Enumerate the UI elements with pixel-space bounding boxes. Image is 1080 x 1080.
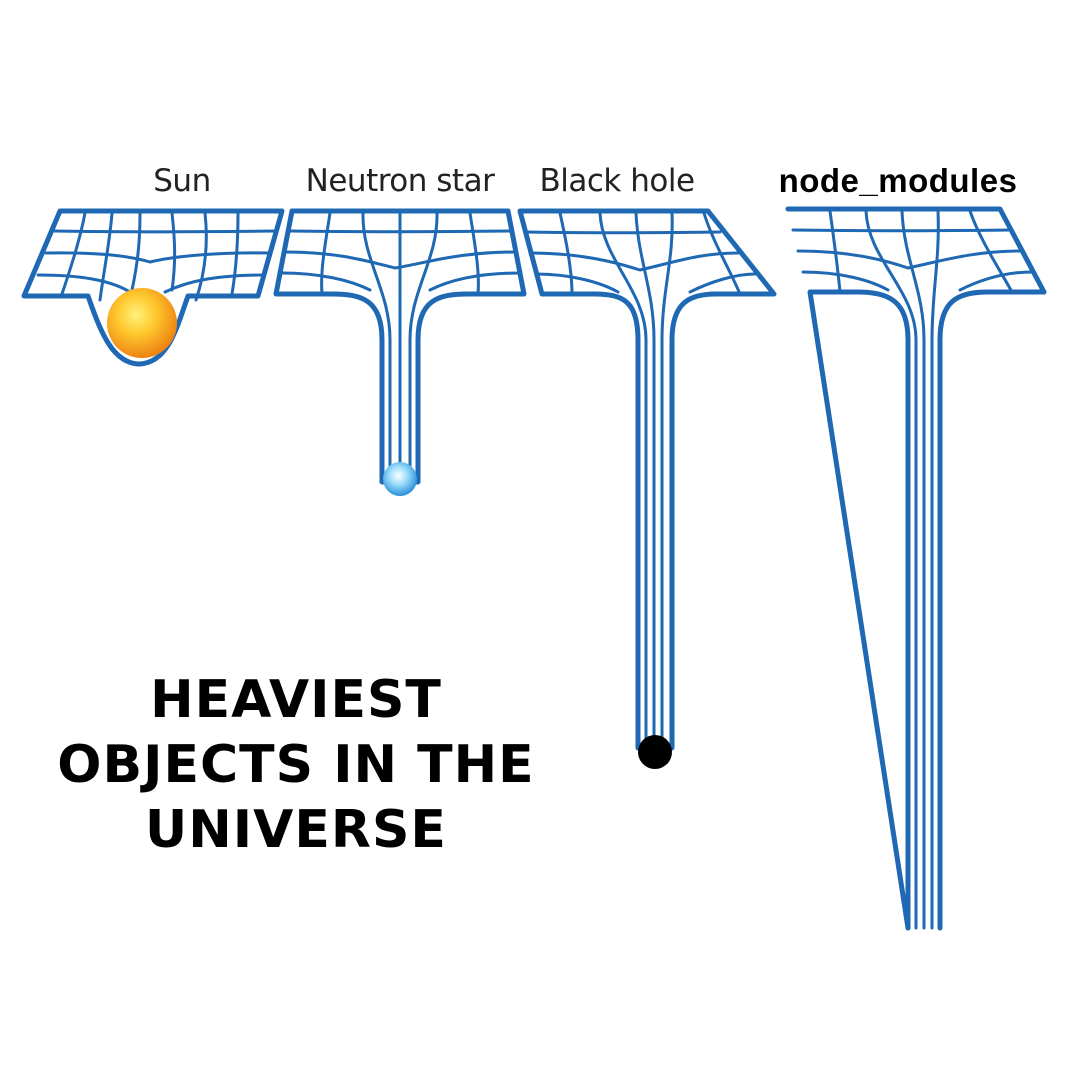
neutron-star-spacetime-grid [273, 208, 527, 485]
black-hole-icon [638, 735, 672, 769]
sun-spacetime-grid [21, 208, 285, 367]
sun-label: Sun [153, 163, 211, 199]
headline: HEAVIEST OBJECTS IN THE UNIVERSE [57, 668, 534, 863]
headline-line-2: OBJECTS IN THE [57, 735, 535, 795]
sun-icon [107, 288, 177, 358]
neutron-star-icon [383, 462, 417, 496]
headline-line-3: UNIVERSE [145, 800, 447, 860]
black-hole-label: Black hole [539, 163, 695, 199]
node-modules-spacetime-grid [785, 206, 1047, 931]
neutron-star-label: Neutron star [305, 163, 495, 199]
black-hole-spacetime-grid [517, 208, 777, 751]
node-modules-label: node_modules [778, 162, 1018, 199]
headline-line-1: HEAVIEST [150, 670, 442, 730]
